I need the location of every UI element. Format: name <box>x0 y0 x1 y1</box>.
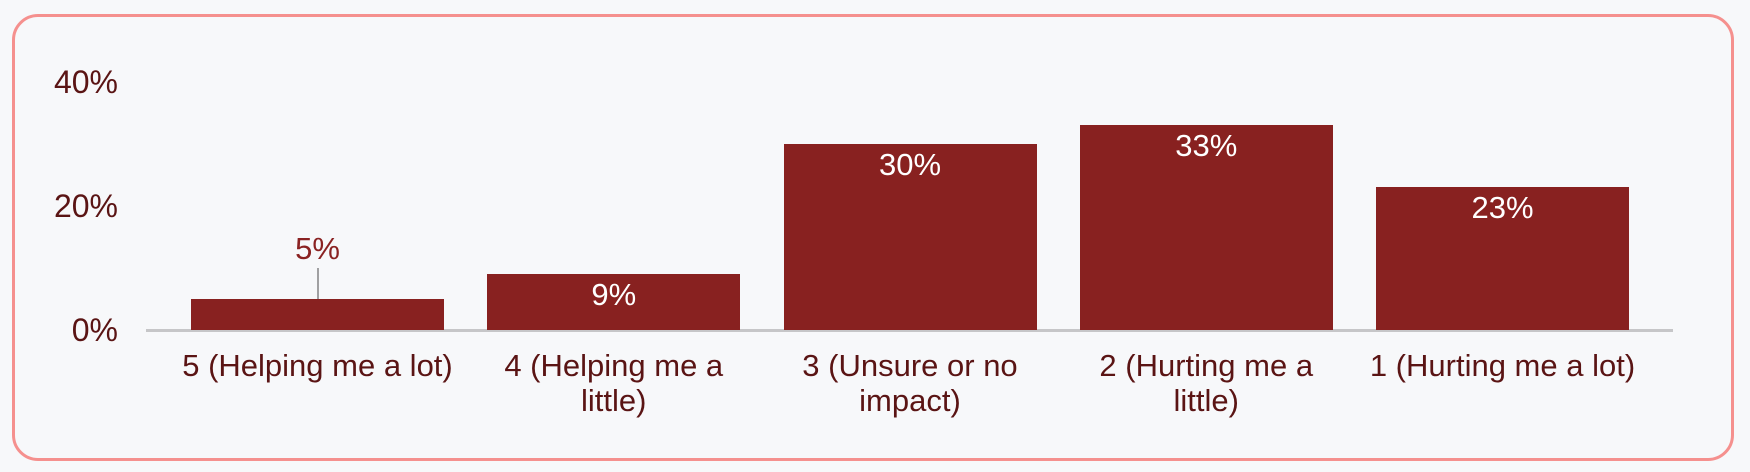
bar-value-label: 9% <box>591 277 637 312</box>
y-tick-label: 40% <box>53 63 118 100</box>
bar: 9% <box>487 274 741 330</box>
bar: 23% <box>1376 187 1629 330</box>
category-label: 1 (Hurting me a lot) <box>1343 348 1663 383</box>
category-label-line: 5 (Helping me a lot) <box>182 348 453 383</box>
bar <box>191 299 444 330</box>
category-label-line: 4 (Helping me a <box>504 348 724 383</box>
category-label-line: little) <box>581 383 647 418</box>
bar-value-label: 5% <box>295 231 340 266</box>
x-axis-line <box>146 329 1673 332</box>
bar-value-label: 23% <box>1471 190 1534 225</box>
category-label-line: 1 (Hurting me a lot) <box>1369 348 1636 383</box>
y-tick-label: 20% <box>53 187 118 224</box>
category-label: 4 (Helping me a little) <box>454 348 774 418</box>
category-label-line: little) <box>1173 383 1239 418</box>
bar-value-label: 30% <box>878 147 942 182</box>
y-tick-label: 0% <box>71 311 118 348</box>
bar: 30% <box>783 144 1037 330</box>
category-label: 2 (Hurting me a little) <box>1046 348 1366 418</box>
category-label: 5 (Helping me a lot) <box>158 348 478 383</box>
category-label-line: impact) <box>859 383 961 418</box>
category-label: 3 (Unsure or no impact) <box>750 348 1070 418</box>
category-label-line: 2 (Hurting me a <box>1099 348 1314 383</box>
bar-value-label: 33% <box>1175 128 1238 163</box>
leader-line <box>316 268 319 299</box>
bar: 33% <box>1079 125 1333 330</box>
category-label-line: 3 (Unsure or no <box>802 348 1018 383</box>
